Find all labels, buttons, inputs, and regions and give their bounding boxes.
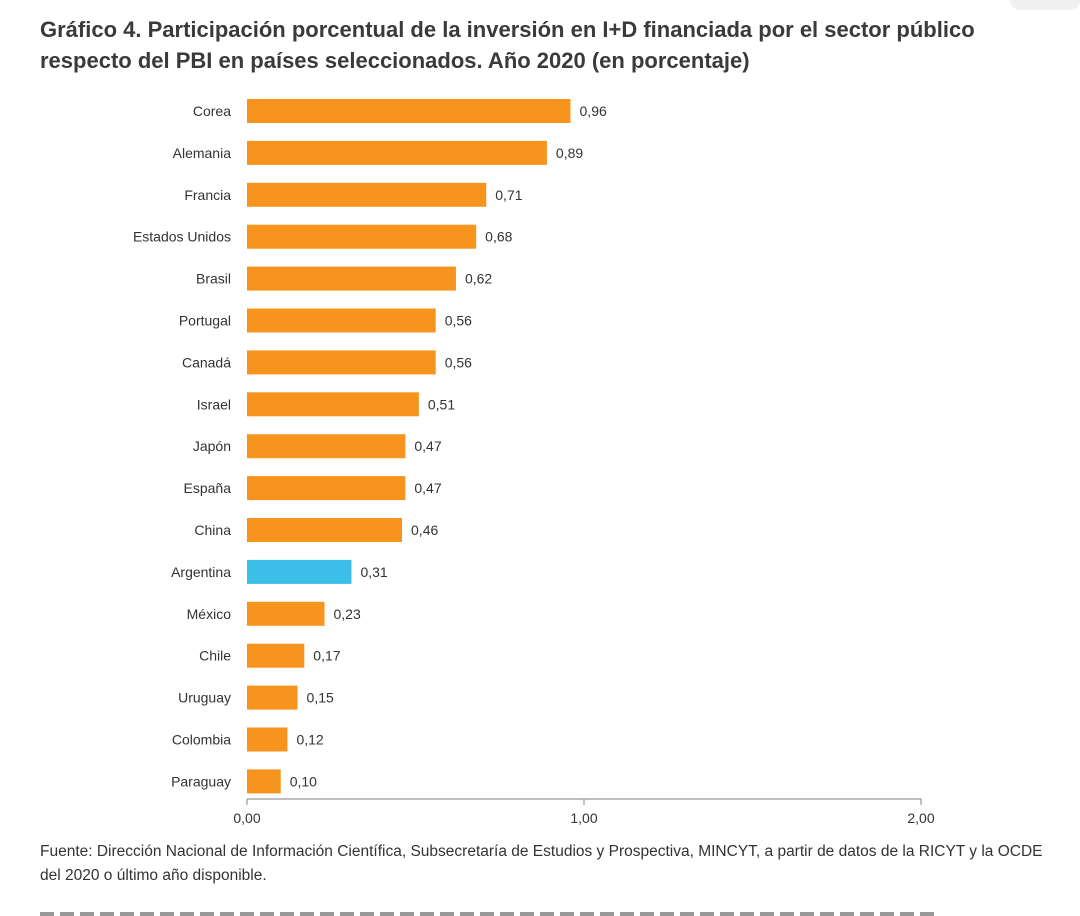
category-label-corea: Corea <box>193 103 231 119</box>
source-note: Fuente: Dirección Nacional de Informació… <box>40 843 1043 884</box>
value-label-portugal: 0,56 <box>445 313 472 329</box>
bar-colombia <box>247 727 288 752</box>
bar-japon <box>247 434 406 459</box>
category-label-estados-unidos: Estados Unidos <box>133 229 231 245</box>
value-label-francia: 0,71 <box>495 187 522 203</box>
x-tick-label-1: 1,00 <box>570 810 597 826</box>
bar-uruguay <box>247 685 298 710</box>
value-label-argentina: 0,31 <box>360 564 387 580</box>
value-label-corea: 0,96 <box>580 103 607 119</box>
category-label-francia: Francia <box>184 187 231 203</box>
category-label-chile: Chile <box>199 648 231 664</box>
category-label-japon: Japón <box>193 438 231 454</box>
value-label-mexico: 0,23 <box>334 606 361 622</box>
bar-portugal <box>247 308 436 333</box>
category-label-china: China <box>194 522 231 538</box>
bar-china <box>247 518 403 542</box>
category-label-mexico: México <box>187 606 232 622</box>
category-label-argentina: Argentina <box>171 564 231 580</box>
bar-espana <box>247 476 406 501</box>
value-label-colombia: 0,12 <box>296 732 323 748</box>
value-label-china: 0,46 <box>411 522 438 538</box>
value-label-canada: 0,56 <box>445 354 472 370</box>
x-axis: 0,00 1,00 2,00 <box>233 798 935 826</box>
category-label-canada: Canadá <box>182 354 231 370</box>
category-label-portugal: Portugal <box>179 313 231 329</box>
bar-corea <box>247 99 571 123</box>
value-label-japon: 0,47 <box>414 438 441 454</box>
bar-canada <box>247 350 436 375</box>
bar-mexico <box>247 601 325 626</box>
chart-title: Gráfico 4. Participación porcentual de l… <box>40 17 975 73</box>
x-tick-label-0: 0,00 <box>233 810 260 826</box>
value-label-paraguay: 0,10 <box>290 773 317 789</box>
bar-francia <box>247 182 487 207</box>
category-label-paraguay: Paraguay <box>171 773 231 789</box>
category-label-brasil: Brasil <box>196 271 231 287</box>
bar-chile <box>247 643 305 668</box>
bars-layer: Corea 0,96 Alemania 0,89 Francia 0,71 Estados … <box>133 99 607 794</box>
bar-paraguay <box>247 769 281 794</box>
bar-argentina <box>247 559 352 584</box>
value-label-brasil: 0,62 <box>465 271 492 287</box>
category-label-uruguay: Uruguay <box>178 690 231 706</box>
category-label-espana: España <box>184 480 232 496</box>
bar-alemania <box>247 140 547 165</box>
value-label-espana: 0,47 <box>414 480 441 496</box>
bar-israel <box>247 392 419 417</box>
category-label-alemania: Alemania <box>173 145 232 161</box>
value-label-chile: 0,17 <box>313 648 340 664</box>
value-label-estados-unidos: 0,68 <box>485 229 512 245</box>
corner-decoration <box>1010 0 1080 10</box>
bar-estados-unidos <box>247 224 477 249</box>
x-tick-label-2: 2,00 <box>907 810 934 826</box>
value-label-alemania: 0,89 <box>556 145 583 161</box>
cut-off-text-line <box>40 908 940 916</box>
bar-brasil <box>247 266 456 291</box>
bar-chart: Corea 0,96 Alemania 0,89 Francia 0,71 Estados … <box>133 99 935 826</box>
value-label-uruguay: 0,15 <box>307 690 334 706</box>
category-label-israel: Israel <box>197 396 231 412</box>
category-label-colombia: Colombia <box>172 732 231 748</box>
value-label-israel: 0,51 <box>428 396 455 412</box>
